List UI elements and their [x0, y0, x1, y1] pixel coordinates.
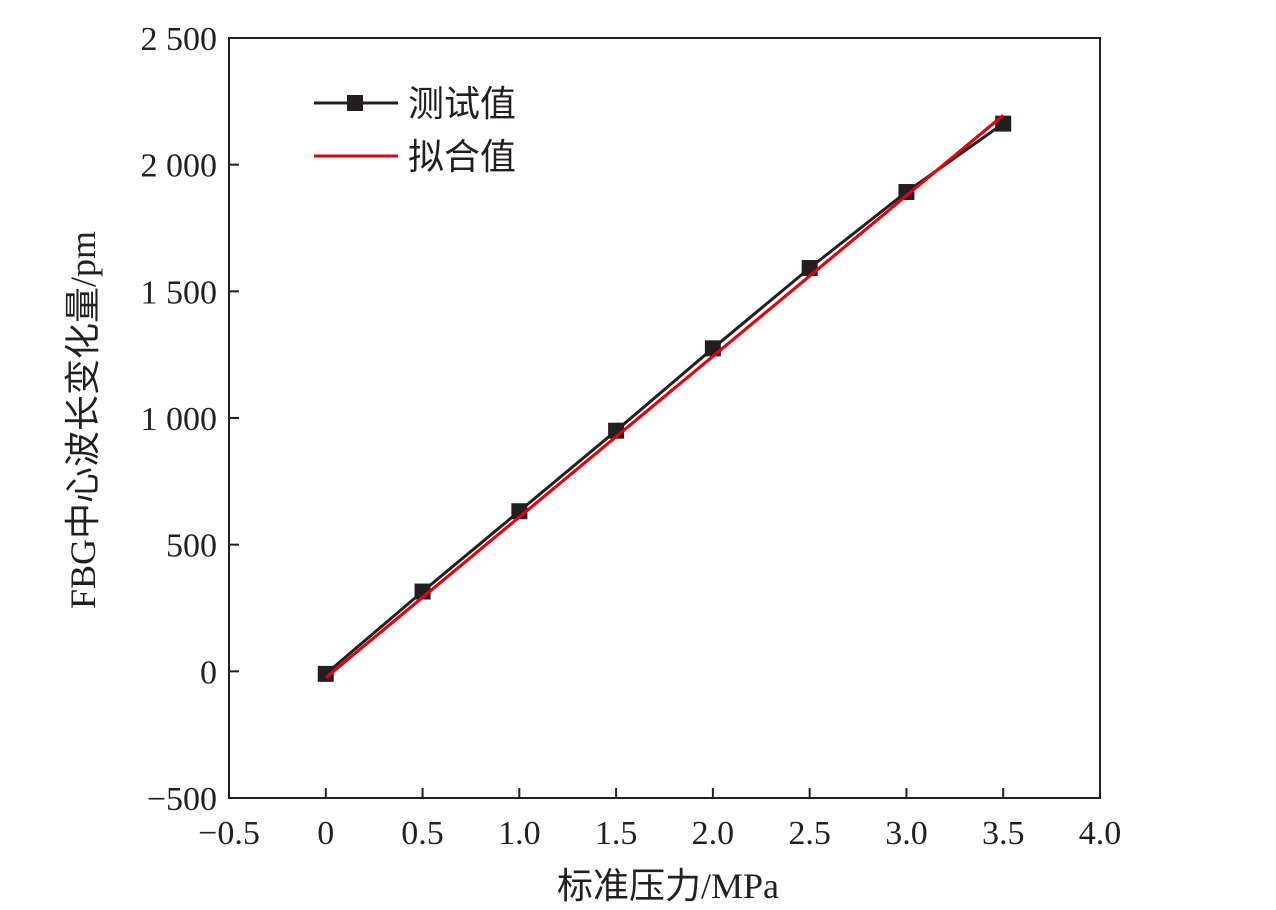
x-tick-label: 3.5: [982, 815, 1025, 852]
y-axis-title: FBG中心波长变化量/pm: [63, 231, 103, 609]
y-tick-label: −500: [147, 781, 217, 818]
x-tick-label: 2.0: [692, 815, 735, 852]
measured-point: [704, 340, 721, 357]
x-tick-label: 0.5: [401, 815, 444, 852]
x-tick-label: 0: [317, 815, 334, 852]
legend-marker-square: [347, 95, 363, 111]
measured-point: [317, 665, 334, 682]
y-tick-label: 2 000: [141, 148, 218, 185]
x-axis: −0.5 0 0.5 1.0 1.5 2.0 2.5 3.0 3.5 4.0: [198, 788, 1121, 852]
x-tick-label: 1.0: [498, 815, 541, 852]
y-axis: −500 0 500 1 000 1 500 2 000 2 500: [141, 21, 239, 818]
measured-series-line: [324, 122, 1005, 676]
x-tick-label: 1.5: [595, 815, 638, 852]
plot-area: [228, 37, 1101, 799]
y-tick-label: 1 500: [141, 274, 218, 311]
x-tick-label: 2.5: [788, 815, 831, 852]
x-tick-label: 3.0: [885, 815, 928, 852]
legend-label-2: 拟合值: [408, 137, 516, 177]
plot-frame: [228, 37, 1101, 799]
x-tick-label: −0.5: [198, 815, 260, 852]
x-tick-label: 4.0: [1079, 815, 1122, 852]
measured-point: [898, 184, 915, 201]
series-layer: [317, 114, 1012, 682]
y-tick-label: 500: [166, 528, 217, 565]
measured-point: [801, 260, 818, 277]
fitted-series-line-overlay: [324, 114, 1005, 679]
legend-label-1: 测试值: [408, 84, 516, 124]
y-tick-label: 0: [200, 654, 217, 691]
y-tick-label: 1 000: [141, 401, 218, 438]
y-tick-label: 2 500: [141, 21, 218, 58]
x-axis-title: 标准压力/MPa: [557, 866, 779, 906]
